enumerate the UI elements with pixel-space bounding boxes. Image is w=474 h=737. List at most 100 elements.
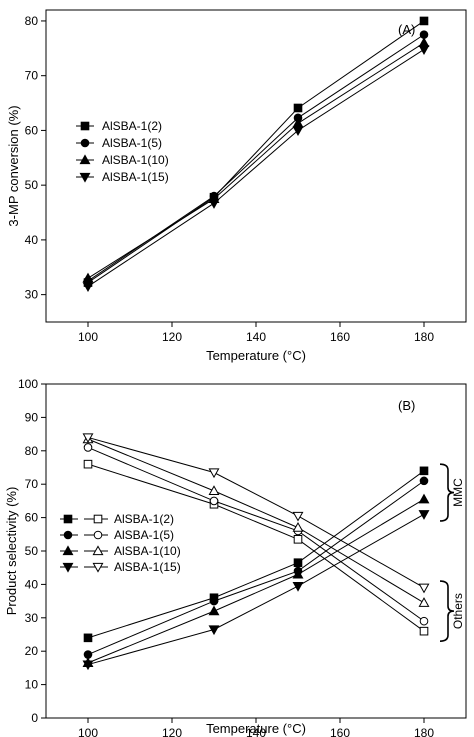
x-tick-label: 100 — [78, 330, 98, 344]
x-tick-label: 100 — [78, 726, 98, 737]
panel-b-label: (B) — [398, 398, 415, 413]
legend-marker-filled — [62, 562, 74, 573]
series-alsba-1-15-mmc-point — [208, 625, 220, 636]
y-tick-label: 40 — [25, 233, 39, 247]
series-alsba-1-15-point — [208, 199, 220, 209]
series-alsba-1-10-others-point — [418, 597, 430, 607]
series-alsba-1-2-point — [419, 16, 429, 26]
series-alsba-1-10-line — [87, 42, 425, 279]
x-tick-label: 180 — [414, 330, 434, 344]
panel-a-label: (A) — [398, 22, 415, 37]
y-tick-label: 0 — [31, 711, 38, 725]
x-tick-label: 160 — [330, 330, 350, 344]
y-tick-label: 70 — [25, 69, 39, 83]
legend-marker — [79, 154, 91, 165]
series-alsba-1-15-others-point — [292, 511, 304, 522]
series-alsba-1-15-line — [87, 48, 425, 287]
series-alsba-1-2-line — [87, 20, 425, 284]
series-alsba-1-5-others-point — [209, 496, 219, 506]
series-alsba-1-5-mmc-line — [87, 480, 425, 656]
y-tick-label: 20 — [25, 644, 39, 658]
y-tick-label: 10 — [25, 678, 39, 692]
x-tick-label: 140 — [246, 330, 266, 344]
series-alsba-1-10-mmc-point — [292, 568, 304, 579]
legend-marker — [80, 138, 90, 148]
x-tick-label: 160 — [330, 726, 350, 737]
series-alsba-1-15-mmc-point — [292, 581, 304, 592]
series-alsba-1-15-others-point — [208, 468, 220, 479]
x-tick-label: 120 — [162, 726, 182, 737]
series-alsba-1-5-mmc-point — [419, 476, 429, 486]
panel-b-legend: AlSBA-1(2) AlSBA-1(5) AlSBA-1(10) AlSBA-1(1… — [60, 512, 181, 574]
y-tick-label: 80 — [25, 444, 39, 458]
series-alsba-1-10-mmc-line — [87, 498, 425, 664]
brace-others — [439, 580, 455, 642]
series-alsba-1-5-others-line — [87, 446, 425, 622]
series-alsba-1-2-mmc-point — [293, 558, 303, 567]
panel-a-ticks: 100 120 140 160 180 30 40 50 60 70 80 — [25, 14, 435, 344]
panel-b-x-axis-title: Temperature (°C) — [206, 721, 306, 736]
series-alsba-1-15-mmc-point — [418, 510, 430, 520]
y-tick-label: 70 — [25, 477, 39, 491]
legend-entry-alsba-1-5: AlSBA-1(5) — [102, 136, 162, 150]
legend-marker-open — [93, 530, 103, 540]
y-tick-label: 30 — [25, 288, 39, 302]
legend-marker-open — [93, 514, 103, 524]
panel-b-ticks: 100 120 140 160 180 0 10 20 30 40 50 60 70 80 90 100 — [18, 377, 434, 737]
panel-b-group-brackets — [439, 463, 455, 642]
legend-entry-alsba-1-2: AlSBA-1(2) — [102, 119, 162, 133]
series-alsba-1-10-mmc-point — [418, 493, 430, 504]
panel-a-y-axis-title: 3-MP conversion (%) — [6, 105, 21, 226]
series-alsba-1-2-mmc-line — [87, 470, 425, 639]
series-alsba-1-10-others-line — [87, 438, 425, 604]
legend-entry-alsba-1-15: AlSBA-1(15) — [114, 560, 181, 574]
y-tick-label: 60 — [25, 511, 39, 525]
series-alsba-1-2-others-point — [83, 459, 93, 469]
brace-mmc — [439, 463, 455, 522]
panel-a-chart: 100 120 140 160 180 30 40 50 60 70 80 (A) Temperat… — [6, 9, 467, 363]
legend-entry-alsba-1-15: AlSBA-1(15) — [102, 170, 169, 184]
series-alsba-1-15-others-point — [82, 433, 94, 444]
legend-entry-alsba-1-10: AlSBA-1(10) — [102, 153, 169, 167]
series-alsba-1-5-mmc-point — [209, 596, 219, 606]
panel-a-legend: AlSBA-1(2) AlSBA-1(5) AlSBA-1(10) AlSBA-1(1… — [76, 119, 169, 184]
series-alsba-1-10-mmc-point — [208, 605, 220, 616]
series-alsba-1-10-others-point — [208, 485, 220, 495]
group-label-others: Others — [451, 593, 465, 629]
y-tick-label: 50 — [25, 178, 39, 192]
x-tick-label: 180 — [414, 726, 434, 737]
y-tick-label: 90 — [25, 410, 39, 424]
y-tick-label: 30 — [25, 611, 39, 625]
legend-marker-open — [92, 545, 104, 556]
series-alsba-1-15-point — [418, 45, 430, 56]
series-alsba-1-15-others-point — [418, 583, 430, 594]
y-tick-label: 80 — [25, 14, 39, 28]
x-tick-label: 120 — [162, 330, 182, 344]
y-tick-label: 40 — [25, 577, 39, 591]
series-alsba-1-5-others-point — [419, 616, 429, 626]
legend-marker-filled — [62, 545, 74, 556]
series-alsba-1-10-others-point — [292, 521, 304, 532]
series-alsba-1-15-mmc-point — [82, 660, 94, 671]
series-alsba-1-2-others-point — [419, 626, 429, 636]
series-alsba-1-2-mmc-point — [83, 633, 93, 643]
series-alsba-1-5-others-point — [83, 443, 93, 452]
series-alsba-1-15-others-line — [87, 436, 425, 589]
x-tick-label: 140 — [246, 726, 266, 737]
series-alsba-1-2-point — [293, 103, 303, 113]
series-alsba-1-10-point — [82, 272, 94, 283]
series-alsba-1-15-point — [292, 126, 304, 137]
series-alsba-1-15-point — [82, 282, 94, 293]
y-tick-label: 100 — [18, 377, 38, 391]
legend-marker — [80, 121, 90, 131]
group-label-mmc: MMC — [451, 478, 465, 507]
legend-entry-alsba-1-2: AlSBA-1(2) — [114, 512, 174, 526]
series-alsba-1-2-mmc-point — [419, 466, 429, 476]
legend-entry-alsba-1-5: AlSBA-1(5) — [114, 528, 174, 542]
legend-marker-open — [92, 562, 104, 573]
series-alsba-1-15-mmc-line — [87, 513, 425, 666]
panel-b-series — [82, 433, 430, 671]
panel-a-series — [82, 16, 430, 293]
